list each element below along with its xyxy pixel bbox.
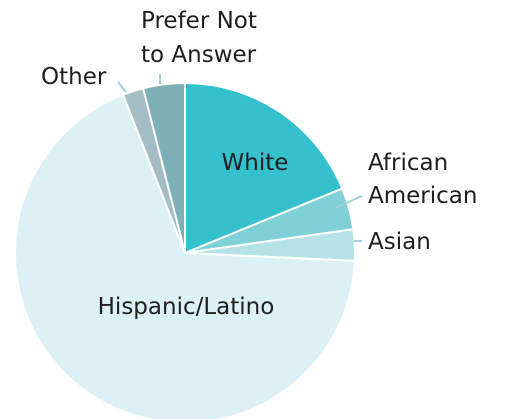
label-hispanic-latino: Hispanic/Latino	[98, 294, 275, 320]
pie-slices	[13, 81, 356, 419]
pie-slice-prefer-not-to-answer	[141, 81, 186, 254]
label-african-american-line2: American	[368, 183, 477, 209]
pie-labels: White African American Asian Hispanic/La…	[41, 8, 477, 320]
label-white: White	[222, 150, 289, 176]
pie-slice-white	[184, 81, 344, 255]
label-prefer-not-line1: Prefer Not	[141, 8, 257, 34]
leader-line-other	[117, 81, 127, 93]
pie-slice-hispanic-latino	[13, 93, 356, 419]
label-other: Other	[41, 64, 107, 90]
leader-line-african-american	[334, 195, 363, 209]
leader-lines	[117, 74, 363, 242]
label-prefer-not-line2: to Answer	[141, 42, 257, 68]
label-asian: Asian	[368, 229, 431, 255]
label-african-american-line1: African	[368, 150, 448, 176]
